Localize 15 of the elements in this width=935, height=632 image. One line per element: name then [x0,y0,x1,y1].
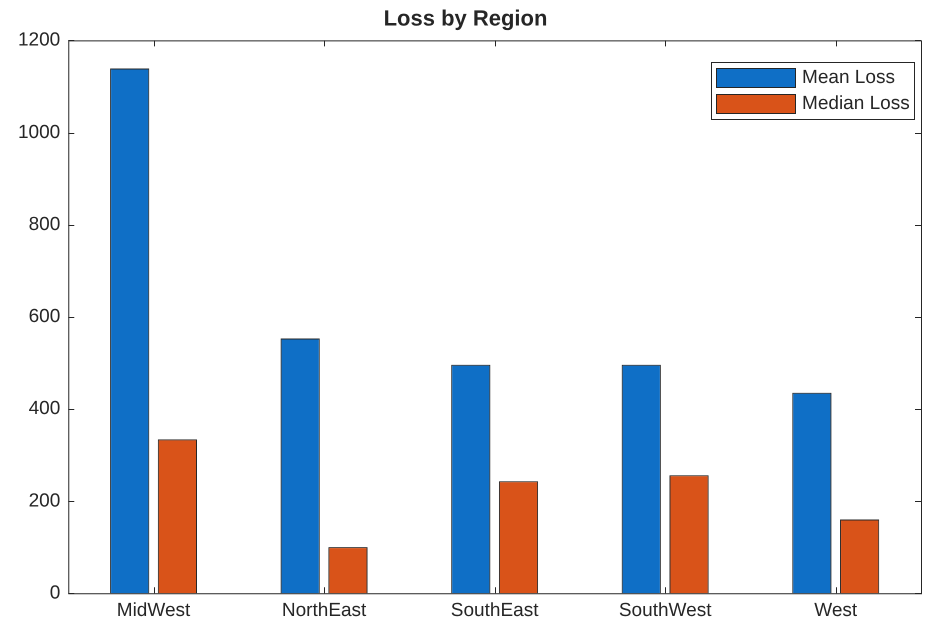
x-tick-label: NorthEast [282,600,368,621]
y-tick-label: 400 [28,398,60,420]
x-tick-label: SouthEast [450,600,540,621]
chart-title: Loss by Region [384,5,548,30]
legend-label: Mean Loss [802,67,895,90]
legend-label: Median Loss [802,93,910,116]
y-tick-label: 1200 [18,30,60,51]
y-tick-label: 200 [28,490,60,512]
y-tick-label: 800 [28,214,60,235]
x-tick-label: West [814,600,858,621]
y-tick-label: 0 [50,582,60,604]
x-tick-label: MidWest [116,600,192,621]
x-tick-label: SouthWest [618,600,712,621]
y-tick-label: 1000 [18,122,60,143]
y-tick-label: 600 [28,306,60,328]
